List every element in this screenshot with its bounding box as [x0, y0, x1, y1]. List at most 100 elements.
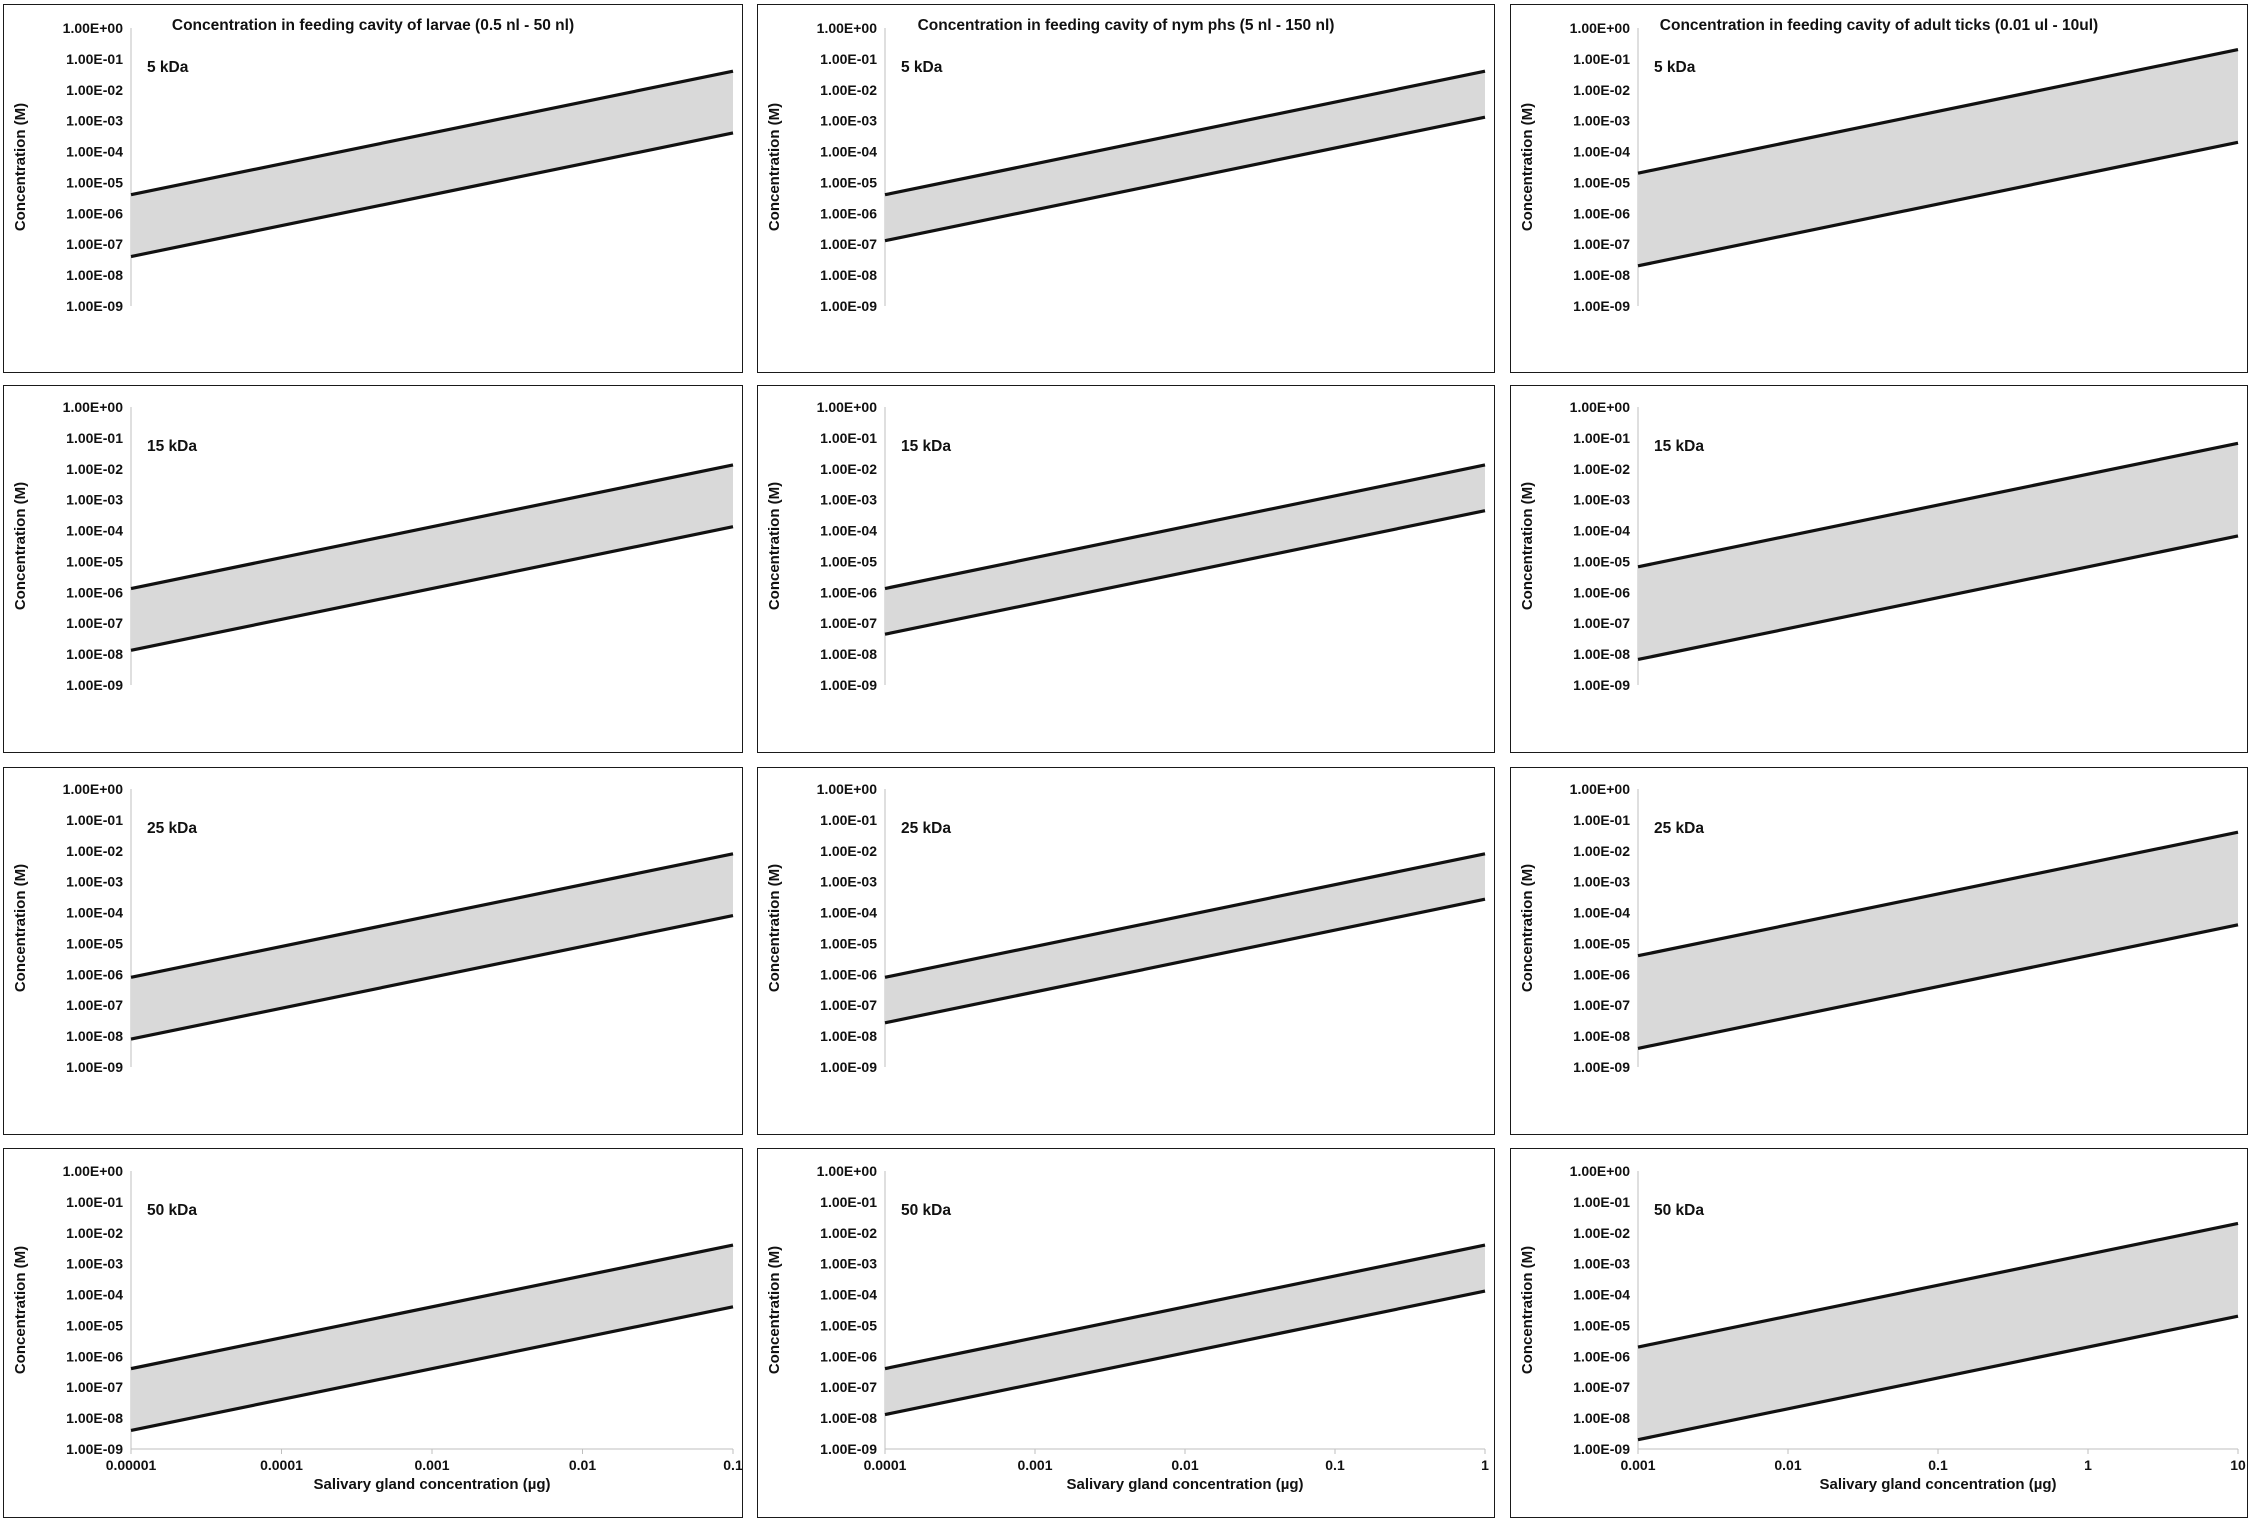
lower-bound-line — [884, 115, 1486, 243]
y-tick-label: 1.00E-05 — [820, 553, 877, 569]
y-tick-label: 1.00E-01 — [66, 430, 123, 446]
range-band — [131, 71, 733, 257]
y-tick-label: 1.00E-06 — [820, 966, 877, 982]
x-tick-label: 0.01 — [569, 1457, 596, 1473]
y-tick-label: 1.00E-05 — [66, 174, 123, 190]
y-tick-label: 1.00E-05 — [1573, 553, 1630, 569]
y-tick-label: 1.00E-01 — [1573, 1194, 1630, 1210]
y-tick-label: 1.00E-03 — [820, 492, 877, 508]
range-band — [131, 853, 733, 1040]
y-tick-label: 1.00E-06 — [820, 584, 877, 600]
chart-panel-6: 1.00E+00 1.00E-01 1.00E-02 1.00E-03 1.00E-04… — [3, 767, 743, 1135]
chart-panel-0: Concentration in feeding cavity of larva… — [3, 4, 743, 373]
upper-bound-line — [884, 463, 1486, 591]
y-tick-label: 1.00E-03 — [1573, 1256, 1630, 1272]
y-tick-label: 1.00E+00 — [63, 399, 124, 415]
chart-panel-4: 1.00E+00 1.00E-01 1.00E-02 1.00E-03 1.00E-04… — [757, 385, 1495, 753]
x-tick-label: 0.00001 — [106, 1457, 157, 1473]
y-tick-label: 1.00E-09 — [820, 1059, 877, 1075]
chart-panel-11: 1.00E+00 1.00E-01 1.00E-02 1.00E-03 1.00E-04… — [1510, 1148, 2248, 1518]
lower-bound-line — [884, 1289, 1486, 1417]
y-tick-label: 1.00E-07 — [1573, 236, 1630, 252]
upper-bound-line — [884, 69, 1486, 197]
x-tick-label: 0.0001 — [260, 1457, 303, 1473]
y-tick-label: 1.00E-09 — [66, 1059, 123, 1075]
y-tick-label: 1.00E+00 — [1570, 781, 1631, 797]
y-axis-label: Concentration (M) — [12, 103, 29, 231]
x-axis-label: Salivary gland concentration (µg) — [313, 1476, 550, 1493]
range-band — [1638, 1223, 2238, 1440]
y-tick-label: 1.00E-01 — [1573, 812, 1630, 828]
y-tick-label: 1.00E+00 — [817, 1163, 878, 1179]
y-tick-label: 1.00E-09 — [820, 677, 877, 693]
y-tick-label: 1.00E-01 — [66, 51, 123, 67]
y-tick-label: 1.00E-07 — [820, 615, 877, 631]
chart-panel-1: Concentration in feeding cavity of nym p… — [757, 4, 1495, 373]
y-tick-label: 1.00E-02 — [820, 1225, 877, 1241]
y-axis-label: Concentration (M) — [1519, 864, 1536, 992]
chart-svg: 1.00E+00 1.00E-01 1.00E-02 1.00E-03 1.00E-04… — [766, 20, 1486, 314]
range-band — [1638, 49, 2238, 266]
upper-bound-line — [1637, 48, 2239, 175]
chart-svg: 1.00E+00 1.00E-01 1.00E-02 1.00E-03 1.00E-04… — [1519, 20, 2239, 314]
y-tick-label: 1.00E-02 — [1573, 461, 1630, 477]
y-tick-label: 1.00E-03 — [820, 874, 877, 890]
y-tick-label: 1.00E-06 — [66, 205, 123, 221]
molecular-weight-label: 15 kDa — [1654, 438, 1704, 455]
y-tick-label: 1.00E-07 — [66, 997, 123, 1013]
y-axis-label: Concentration (M) — [12, 482, 29, 610]
y-tick-label: 1.00E-03 — [66, 113, 123, 129]
y-tick-label: 1.00E-02 — [1573, 82, 1630, 98]
x-tick-label: 0.0001 — [864, 1457, 907, 1473]
y-axis-label: Concentration (M) — [766, 103, 783, 231]
molecular-weight-label: 5 kDa — [1654, 59, 1696, 76]
y-axis-label: Concentration (M) — [12, 864, 29, 992]
chart-svg: 1.00E+00 1.00E-01 1.00E-02 1.00E-03 1.00E-04… — [12, 399, 734, 693]
y-axis-label: Concentration (M) — [1519, 1246, 1536, 1374]
range-band — [885, 1245, 1485, 1415]
y-tick-label: 1.00E-04 — [66, 523, 123, 539]
y-tick-label: 1.00E-04 — [820, 523, 877, 539]
y-tick-label: 1.00E-09 — [1573, 1059, 1630, 1075]
y-tick-label: 1.00E-04 — [820, 144, 877, 160]
y-tick-label: 1.00E-03 — [66, 492, 123, 508]
y-tick-label: 1.00E-08 — [1573, 267, 1630, 283]
y-tick-label: 1.00E-02 — [820, 82, 877, 98]
y-tick-label: 1.00E+00 — [1570, 399, 1631, 415]
chart-svg: 1.00E+00 1.00E-01 1.00E-02 1.00E-03 1.00E-04… — [12, 781, 734, 1075]
y-tick-label: 1.00E-01 — [820, 51, 877, 67]
x-tick-label: 0.1 — [723, 1457, 743, 1473]
y-tick-label: 1.00E+00 — [63, 781, 124, 797]
y-axis-label: Concentration (M) — [766, 482, 783, 610]
y-tick-label: 1.00E-04 — [1573, 905, 1630, 921]
upper-bound-line — [1637, 441, 2239, 569]
y-tick-label: 1.00E-04 — [820, 905, 877, 921]
y-tick-label: 1.00E-03 — [1573, 492, 1630, 508]
y-tick-label: 1.00E-03 — [820, 113, 877, 129]
y-tick-label: 1.00E-07 — [66, 1379, 123, 1395]
chart-title: Concentration in feeding cavity of larva… — [171, 17, 575, 34]
x-tick-label: 0.001 — [1017, 1457, 1052, 1473]
y-tick-label: 1.00E-06 — [66, 966, 123, 982]
molecular-weight-label: 15 kDa — [147, 438, 197, 455]
y-tick-label: 1.00E-02 — [66, 82, 123, 98]
y-tick-label: 1.00E-01 — [1573, 430, 1630, 446]
y-tick-label: 1.00E-04 — [1573, 1287, 1630, 1303]
lower-bound-line — [130, 1305, 734, 1432]
y-tick-label: 1.00E-01 — [1573, 51, 1630, 67]
y-tick-label: 1.00E-08 — [66, 646, 123, 662]
range-band — [885, 71, 1485, 241]
y-tick-label: 1.00E-02 — [66, 1225, 123, 1241]
y-tick-label: 1.00E-02 — [66, 461, 123, 477]
upper-bound-line — [884, 1243, 1486, 1371]
x-tick-label: 0.001 — [1620, 1457, 1655, 1473]
y-tick-label: 1.00E-08 — [66, 267, 123, 283]
upper-bound-line — [130, 1243, 734, 1371]
chart-svg: 1.00E+00 1.00E-01 1.00E-02 1.00E-03 1.00E-04… — [1519, 1163, 2246, 1493]
y-tick-label: 1.00E-04 — [66, 1287, 123, 1303]
y-tick-label: 1.00E-02 — [820, 843, 877, 859]
y-tick-label: 1.00E-01 — [66, 812, 123, 828]
upper-bound-line — [884, 852, 1486, 979]
chart-title: Concentration in feeding cavity of adult… — [1659, 17, 2099, 34]
x-tick-label: 0.001 — [414, 1457, 449, 1473]
